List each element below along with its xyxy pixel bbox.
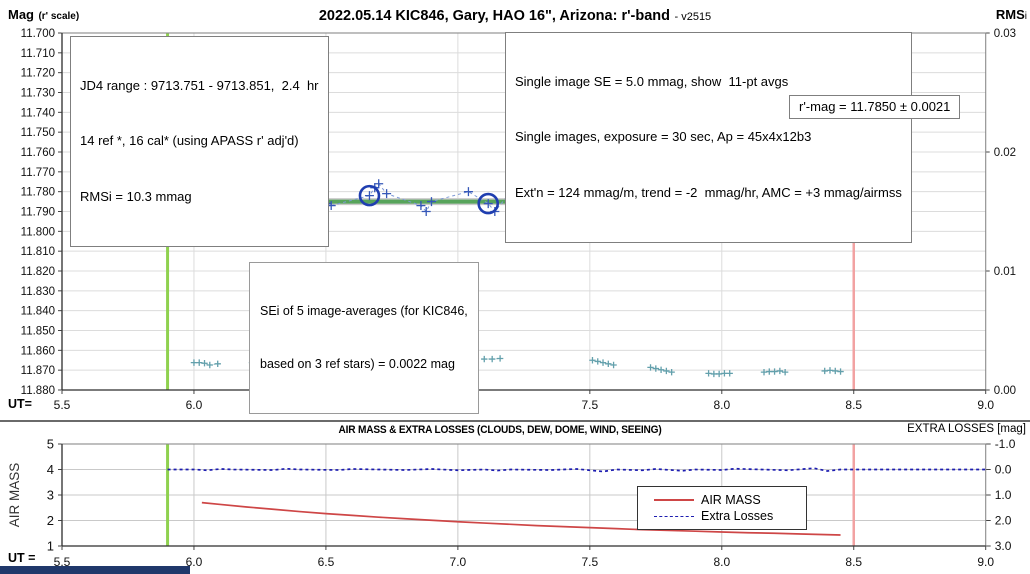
svg-text:0.02: 0.02 (994, 147, 1016, 159)
svg-text:8.5: 8.5 (845, 555, 862, 569)
svg-text:9.0: 9.0 (977, 398, 994, 412)
bottom-x-axis-label: UT = (8, 551, 36, 565)
svg-text:0.03: 0.03 (994, 28, 1016, 40)
legend-label-airmass: AIR MASS (701, 493, 761, 507)
svg-text:1.0: 1.0 (995, 488, 1012, 502)
svg-text:11.780: 11.780 (21, 187, 55, 199)
sei-line-1: SEi of 5 image-averages (for KIC846, (260, 303, 468, 318)
svg-text:11.870: 11.870 (21, 365, 55, 377)
svg-text:9.0: 9.0 (977, 555, 994, 569)
svg-text:11.800: 11.800 (21, 226, 55, 238)
extra-losses-axis-title: EXTRA LOSSES [mag] (907, 423, 1026, 435)
chart-title-text: 2022.05.14 KIC846, Gary, HAO 16", Arizon… (318, 8, 671, 24)
svg-text:1: 1 (47, 539, 54, 554)
airmass-chart-canvas: 5 4 3 2 15.5 6.0 6.5 7.0 7.5 8.0 8.5 9.0 -1.0 0.0 1.0 2… (47, 437, 1016, 570)
svg-text:5.5: 5.5 (54, 398, 71, 412)
main-x-axis-label: UT= (8, 397, 32, 411)
jd4-line-2: 14 ref *, 16 cal* (using APASS r' adj'd) (80, 133, 299, 149)
svg-text:11.710: 11.710 (21, 48, 55, 60)
svg-text:11.880: 11.880 (21, 385, 55, 397)
svg-text:0.01: 0.01 (994, 266, 1016, 278)
svg-text:11.770: 11.770 (21, 167, 55, 179)
mag-axis-title-main: Mag (8, 7, 34, 22)
chart-divider (0, 420, 1030, 422)
svg-text:6.5: 6.5 (318, 555, 335, 569)
svg-text:11.720: 11.720 (21, 68, 55, 80)
svg-text:0.0: 0.0 (995, 463, 1012, 477)
jd4-line-1: JD4 range : 9713.751 - 9713.851, 2.4 hr (80, 77, 319, 93)
svg-text:5.5: 5.5 (54, 555, 71, 569)
rms-axis-title-sub: i (1024, 11, 1027, 22)
svg-text:-1.0: -1.0 (995, 437, 1016, 451)
rms-axis-title: RMSi (996, 6, 1027, 24)
svg-text:11.850: 11.850 (21, 326, 55, 338)
sei-line-2: based on 3 ref stars) = 0.0022 mag (260, 356, 455, 371)
svg-text:11.820: 11.820 (21, 266, 55, 278)
mag-axis-title-sub: (r' scale) (38, 11, 80, 22)
svg-text:8.0: 8.0 (713, 555, 730, 569)
svg-text:4: 4 (47, 462, 54, 477)
svg-text:6.0: 6.0 (186, 555, 203, 569)
svg-text:11.740: 11.740 (21, 107, 55, 119)
se-line-2: Single images, exposure = 30 sec, Ap = 4… (515, 129, 812, 145)
svg-text:11.750: 11.750 (21, 127, 55, 139)
extra-losses-legend-line (654, 515, 694, 517)
window-edge-bar (0, 566, 190, 574)
svg-text:2.0: 2.0 (995, 514, 1012, 528)
se-line-3: Ext'n = 124 mmag/m, trend = -2 mmag/hr, … (515, 184, 902, 200)
svg-text:11.810: 11.810 (21, 246, 55, 258)
chart-title: 2022.05.14 KIC846, Gary, HAO 16", Arizon… (0, 7, 1030, 25)
jd4-line-3: RMSi = 10.3 mmag (80, 188, 192, 204)
svg-text:3.0: 3.0 (995, 539, 1012, 553)
svg-text:11.840: 11.840 (21, 306, 55, 318)
legend-row-extra-losses: Extra Losses (638, 509, 806, 523)
svg-text:11.760: 11.760 (21, 147, 55, 159)
chart-title-version: - v2515 (674, 11, 712, 23)
svg-text:7.5: 7.5 (581, 398, 598, 412)
airmass-axis-title: AIR MASS (7, 462, 22, 528)
legend-row-airmass: AIR MASS (638, 493, 806, 507)
svg-text:11.700: 11.700 (21, 28, 55, 40)
legend-label-extra-losses: Extra Losses (701, 509, 774, 523)
svg-text:2: 2 (47, 513, 54, 528)
svg-text:0.00: 0.00 (994, 385, 1016, 397)
chart-legend: AIR MASS Extra Losses (637, 486, 807, 530)
svg-text:5: 5 (47, 437, 54, 452)
sei-annotation-box: SEi of 5 image-averages (for KIC846, bas… (249, 262, 479, 414)
se-annotation-box: Single image SE = 5.0 mmag, show 11-pt a… (505, 32, 912, 243)
mag-axis-title: Mag (r' scale) (8, 6, 79, 24)
svg-text:7.5: 7.5 (581, 555, 598, 569)
svg-text:3: 3 (47, 488, 54, 503)
bottom-chart-title: AIR MASS & EXTRA LOSSES (CLOUDS, DEW, DO… (338, 424, 662, 436)
svg-text:6.0: 6.0 (186, 398, 203, 412)
se-line-1: Single image SE = 5.0 mmag, show 11-pt a… (515, 73, 789, 89)
jd4-annotation-box: JD4 range : 9713.751 - 9713.851, 2.4 hr … (70, 36, 329, 247)
rms-axis-title-main: RMS (995, 7, 1025, 22)
svg-text:11.730: 11.730 (21, 88, 55, 100)
svg-text:7.0: 7.0 (450, 555, 467, 569)
svg-text:8.0: 8.0 (713, 398, 730, 412)
rmag-annotation-box: r'-mag = 11.7850 ± 0.0021 (789, 95, 961, 120)
svg-text:11.860: 11.860 (21, 345, 55, 357)
svg-text:11.830: 11.830 (21, 286, 55, 298)
svg-text:8.5: 8.5 (845, 398, 862, 412)
svg-text:11.790: 11.790 (21, 207, 55, 219)
airmass-legend-line (654, 499, 694, 501)
